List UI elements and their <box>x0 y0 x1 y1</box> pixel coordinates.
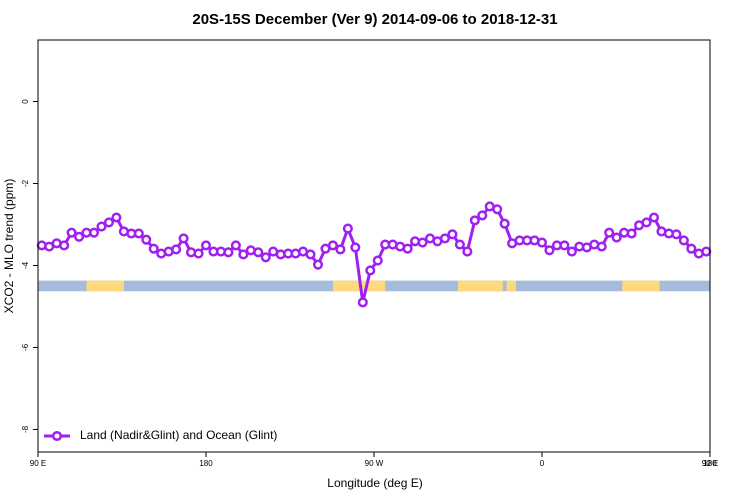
series-point <box>342 223 353 234</box>
series-point <box>566 246 577 257</box>
land-band <box>458 280 503 292</box>
series-point <box>223 247 234 258</box>
series-point <box>469 215 480 226</box>
series-point <box>439 233 450 244</box>
y-tick-label: -4 <box>21 261 30 269</box>
legend-marker <box>51 430 63 442</box>
series-point <box>648 212 660 223</box>
series-point <box>372 255 383 266</box>
land-band <box>622 280 660 292</box>
series-point <box>230 240 241 251</box>
series-point <box>626 228 637 239</box>
x-tick-label: 180 <box>199 459 213 468</box>
series-point <box>462 246 473 257</box>
series-point <box>559 240 570 251</box>
legend-label: Land (Nadir&Glint) and Ocean (Glint) <box>80 428 277 442</box>
series-point <box>111 212 122 223</box>
y-tick-label: -6 <box>21 343 30 351</box>
series-point <box>402 243 413 254</box>
series-point <box>678 235 689 246</box>
series-point <box>141 234 152 245</box>
land-band <box>86 280 124 292</box>
x-tick-label: 0 <box>540 459 545 468</box>
series-point <box>88 227 100 238</box>
series-point <box>312 259 324 270</box>
series-point <box>544 245 555 256</box>
plot-frame <box>37 39 711 453</box>
chart-title: 20S-15S December (Ver 9) 2014-09-06 to 2… <box>192 11 557 28</box>
x-axis-label: Longitude (deg E) <box>327 476 422 490</box>
series-point <box>193 248 204 259</box>
y-tick-label: -2 <box>21 179 30 187</box>
y-axis-label: XCO2 - MLO trend (ppm) <box>2 179 16 314</box>
series-point <box>641 217 652 228</box>
land-band <box>506 280 516 292</box>
x-tick-label: 90 W <box>365 459 384 468</box>
series-point <box>671 229 682 240</box>
x-tick-label: 90 E <box>30 459 46 468</box>
series-point <box>499 218 510 229</box>
series-point <box>133 228 144 239</box>
series-point <box>74 231 85 242</box>
series-point <box>686 243 697 254</box>
series-point <box>59 240 70 251</box>
series-point <box>66 227 77 238</box>
series-point <box>357 297 368 308</box>
series-point <box>701 246 712 257</box>
series-point <box>604 227 615 238</box>
series-point <box>148 243 159 254</box>
series-point <box>536 237 548 248</box>
series-point <box>96 221 107 232</box>
series-point <box>365 265 376 276</box>
series-point <box>447 229 458 240</box>
series-point <box>335 244 346 255</box>
series-point <box>253 247 264 258</box>
series-point <box>596 241 607 252</box>
y-tick-label: -8 <box>21 425 30 433</box>
series-point <box>260 252 271 263</box>
series-point <box>171 244 182 255</box>
x-tick-label: 180 <box>703 459 717 468</box>
series-point <box>305 249 316 260</box>
series-point <box>417 237 428 248</box>
series-point <box>477 210 488 221</box>
series-point <box>200 240 212 251</box>
series-point <box>103 217 114 228</box>
series-point <box>327 240 338 251</box>
series-point <box>238 249 249 260</box>
y-tick-label: 0 <box>21 99 30 104</box>
series-point <box>350 242 361 253</box>
x-tick-label: 90 E <box>702 459 718 468</box>
series-point <box>454 239 465 250</box>
series-point <box>492 204 503 215</box>
series-point <box>611 232 622 243</box>
series-point <box>178 233 189 244</box>
